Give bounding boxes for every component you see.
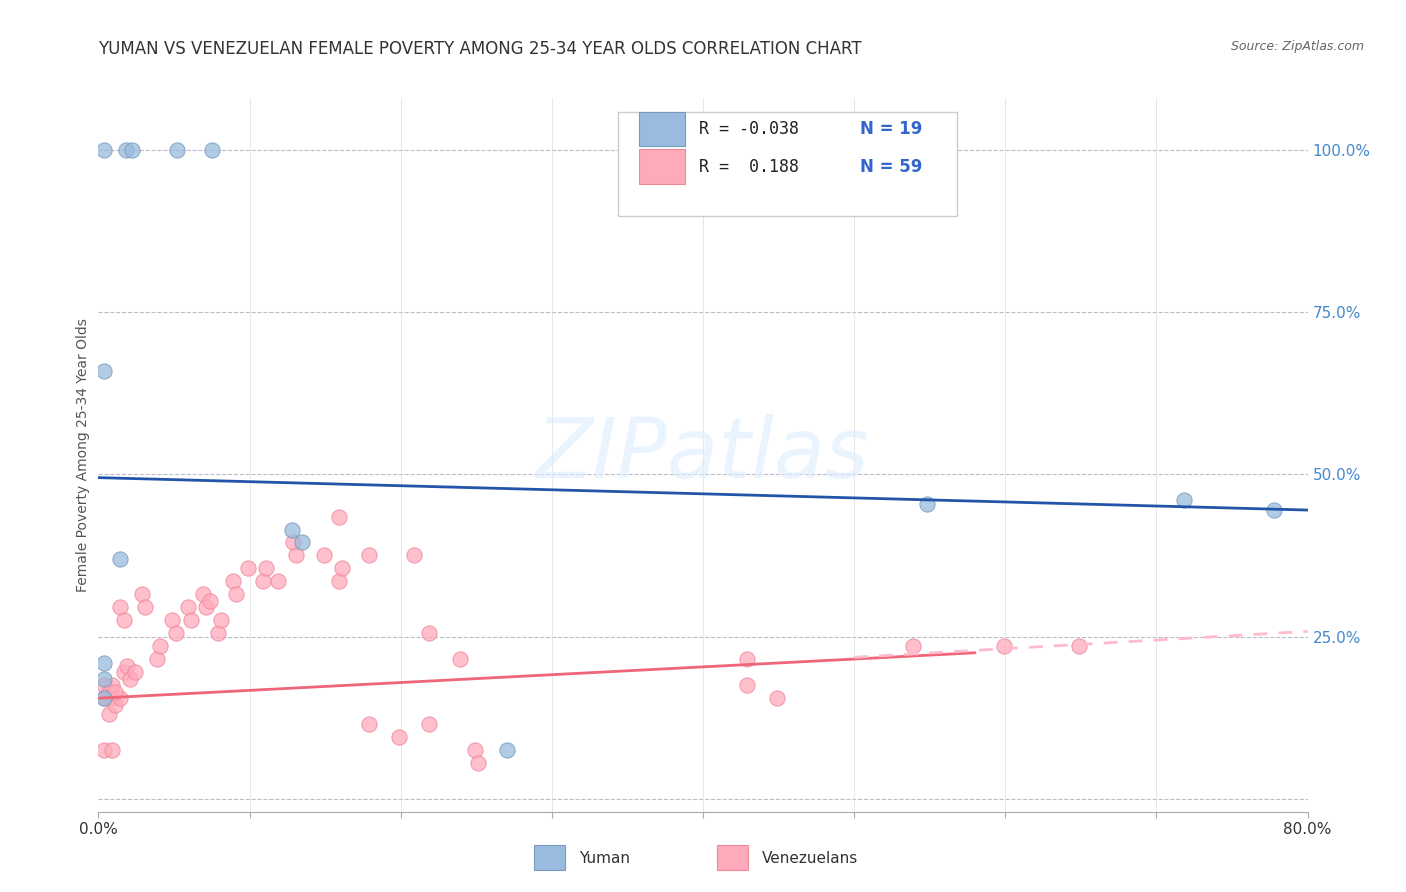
Point <box>285 549 308 563</box>
Point <box>115 658 138 673</box>
Point <box>93 691 115 706</box>
Point <box>114 143 136 157</box>
Point <box>104 684 127 698</box>
Point <box>194 600 217 615</box>
Point <box>467 756 489 770</box>
Point <box>222 574 245 589</box>
Point <box>93 363 115 377</box>
Point <box>124 665 146 680</box>
Point <box>120 672 142 686</box>
Point <box>283 535 305 549</box>
Point <box>200 594 222 608</box>
Point <box>236 561 259 575</box>
Point <box>1069 640 1091 654</box>
Point <box>93 672 115 686</box>
FancyBboxPatch shape <box>619 112 957 216</box>
Point <box>357 717 380 731</box>
Point <box>464 743 486 757</box>
Point <box>108 551 131 566</box>
FancyBboxPatch shape <box>638 150 685 184</box>
Point <box>357 549 380 563</box>
Point <box>418 626 440 640</box>
Point <box>495 743 517 757</box>
Point <box>328 574 350 589</box>
Point <box>901 640 924 654</box>
Point <box>254 561 277 575</box>
Point <box>176 600 198 615</box>
Point <box>201 143 224 157</box>
Text: YUMAN VS VENEZUELAN FEMALE POVERTY AMONG 25-34 YEAR OLDS CORRELATION CHART: YUMAN VS VENEZUELAN FEMALE POVERTY AMONG… <box>98 40 862 58</box>
Point <box>252 574 274 589</box>
Point <box>449 652 471 666</box>
Point <box>388 730 411 744</box>
Point <box>146 652 169 666</box>
Point <box>209 613 232 627</box>
Point <box>281 523 304 537</box>
Point <box>180 613 202 627</box>
Point <box>766 691 789 706</box>
Y-axis label: Female Poverty Among 25-34 Year Olds: Female Poverty Among 25-34 Year Olds <box>76 318 90 592</box>
Point <box>225 587 247 601</box>
Point <box>191 587 214 601</box>
Text: R = -0.038: R = -0.038 <box>699 120 800 137</box>
Point <box>104 698 127 712</box>
Point <box>1263 503 1285 517</box>
Point <box>108 600 131 615</box>
FancyBboxPatch shape <box>638 112 685 146</box>
Point <box>735 678 758 692</box>
Point <box>101 743 124 757</box>
Point <box>418 717 440 731</box>
Text: Yuman: Yuman <box>579 851 630 865</box>
Point <box>207 626 229 640</box>
Point <box>108 691 131 706</box>
Text: Venezuelans: Venezuelans <box>762 851 858 865</box>
Point <box>915 497 938 511</box>
Point <box>291 535 314 549</box>
Point <box>93 656 115 670</box>
Point <box>112 613 135 627</box>
Point <box>165 626 187 640</box>
Point <box>328 509 350 524</box>
Point <box>93 743 115 757</box>
Point <box>93 678 115 692</box>
Text: N = 59: N = 59 <box>860 158 922 176</box>
Point <box>149 640 172 654</box>
Point <box>312 549 335 563</box>
Point <box>93 143 115 157</box>
Point <box>101 678 124 692</box>
Point <box>131 587 153 601</box>
Point <box>330 561 353 575</box>
Text: ZIPatlas: ZIPatlas <box>536 415 870 495</box>
Point <box>93 691 115 706</box>
Point <box>121 143 143 157</box>
Text: R =  0.188: R = 0.188 <box>699 158 800 176</box>
Text: Source: ZipAtlas.com: Source: ZipAtlas.com <box>1230 40 1364 54</box>
Text: N = 19: N = 19 <box>860 120 922 137</box>
Point <box>98 684 121 698</box>
Point <box>166 143 188 157</box>
Point <box>267 574 290 589</box>
Point <box>98 707 121 722</box>
Point <box>735 652 758 666</box>
Point <box>1173 493 1195 508</box>
Point <box>993 640 1015 654</box>
Point <box>404 549 426 563</box>
Point <box>101 691 124 706</box>
Point <box>162 613 184 627</box>
Point <box>112 665 135 680</box>
Point <box>134 600 156 615</box>
